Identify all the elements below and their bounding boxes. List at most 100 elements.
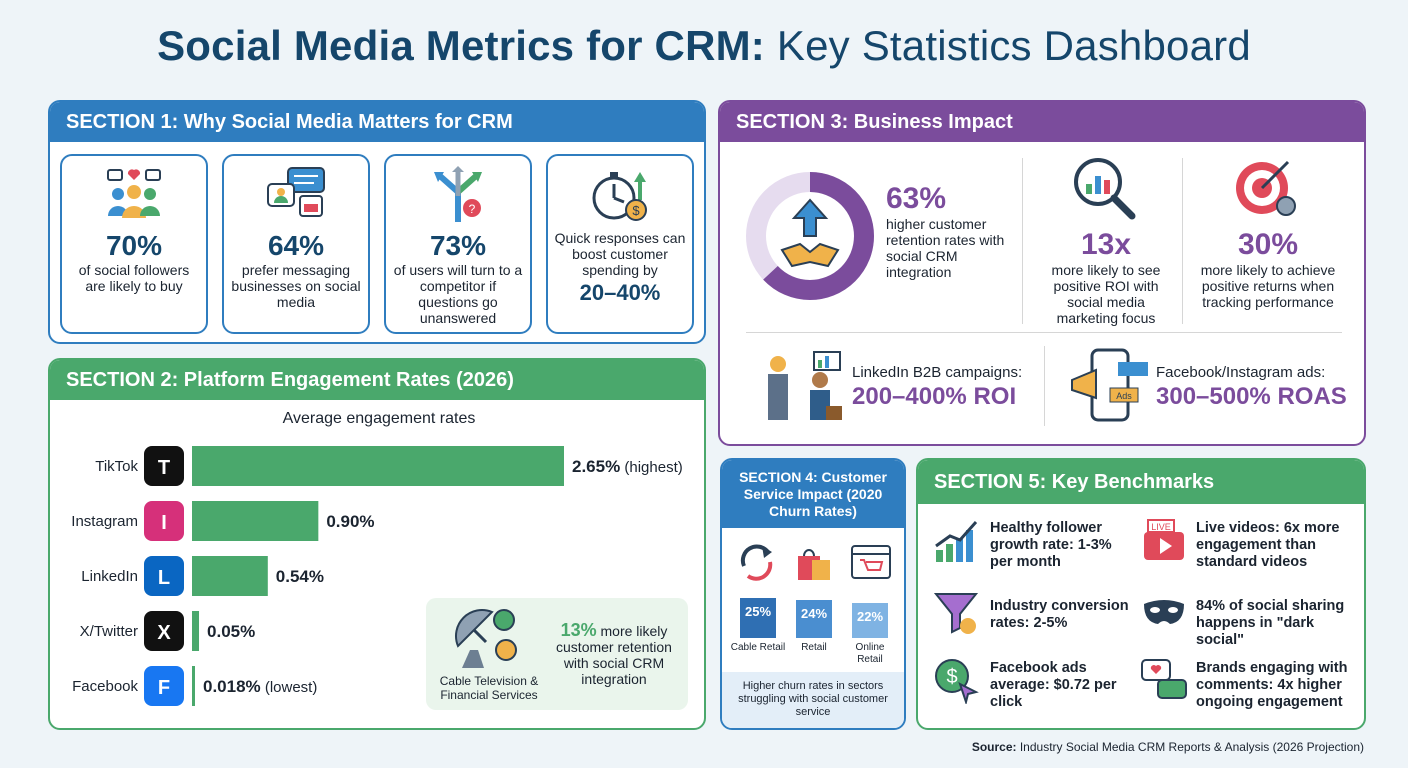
churn-bar-label: Cable Retail — [730, 642, 786, 653]
bar-value-label: 0.05% — [207, 622, 255, 641]
benchmark-conversion-rates: Industry conversion rates: 2-5% — [990, 598, 1129, 631]
stat-value: 20–40% — [579, 280, 661, 305]
callout-message: 13% more likely customer retention with … — [542, 621, 686, 687]
tracking-stat: 30% more likely to achieve positive retu… — [1190, 228, 1346, 310]
category-label: Facebook — [72, 678, 138, 695]
category-label: Instagram — [71, 513, 138, 530]
stat-value: 70% — [105, 230, 163, 261]
category-label: LinkedIn — [81, 568, 138, 585]
bar-value-label: 0.90% — [326, 512, 374, 531]
svg-text:$: $ — [632, 203, 640, 218]
stat-card-social-followers: 70% of social followers are likely to bu… — [60, 154, 208, 334]
section1-heading: SECTION 1: Why Social Media Matters for … — [50, 102, 704, 142]
social-group-icon — [102, 164, 166, 226]
bar — [192, 556, 268, 596]
stat-value: 30% — [1237, 228, 1299, 261]
shopping-bags-icon — [798, 549, 830, 580]
engagement-bar-chart: TikTok T 2.65% (highest) Instagram I 0.90% Lin… — [71, 446, 683, 706]
page-title: Social Media Metrics for CRM: Key Statis… — [0, 22, 1408, 70]
source-note: Source: Industry Social Media CRM Report… — [972, 740, 1364, 754]
linkedin-roi: LinkedIn B2B campaigns: 200–400% ROI — [852, 364, 1022, 412]
crossroads-icon: ? — [426, 164, 490, 226]
donut-value: 63% — [886, 182, 947, 215]
stopwatch-icon: $ — [588, 164, 652, 226]
platform-logo-glyph: X — [157, 622, 171, 644]
bar — [192, 611, 200, 651]
svg-text:LIVE: LIVE — [1151, 522, 1171, 532]
donut-text: higher customer retention rates with soc… — [886, 216, 1005, 280]
growth-chart-icon — [935, 521, 978, 562]
stat-value: 64% — [267, 230, 325, 261]
stat-text: more likely to see positive ROI with soc… — [1051, 262, 1161, 326]
title-light: Key Statistics Dashboard — [776, 22, 1251, 69]
category-label: TikTok — [95, 458, 138, 475]
live-video-icon: LIVE — [1144, 519, 1184, 560]
chart-subtitle: Average engagement rates — [282, 410, 476, 427]
callout-text: more likely customer retention with soci… — [556, 623, 672, 687]
phone-megaphone-icon: Ads — [1071, 348, 1148, 422]
roi-stat: 13x more likely to see positive ROI with… — [1038, 228, 1174, 326]
donut-stat: 63% higher customer retention rates with… — [886, 182, 1014, 280]
satellite-dish-icon — [455, 609, 517, 668]
benchmark-facebook-cpc: Facebook ads average: $0.72 per click — [990, 660, 1117, 710]
section5-heading: SECTION 5: Key Benchmarks — [918, 460, 1364, 504]
bar — [192, 446, 564, 486]
magnifier-chart-icon — [1074, 158, 1136, 220]
stat-text: of users will turn to a competitor if qu… — [393, 262, 523, 326]
platform-logo-icon — [144, 556, 184, 596]
business-handshake-icon — [768, 351, 842, 420]
divider — [1182, 158, 1183, 324]
benchmark-live-videos: Live videos: 6x more engagement than sta… — [1196, 520, 1340, 570]
section-why-social-media: SECTION 1: Why Social Media Matters for … — [48, 100, 706, 344]
roi-value: 300–500% ROAS — [1156, 383, 1347, 410]
callout-caption: Cable Television & Financial Services — [439, 674, 539, 702]
platform-logo-icon — [144, 501, 184, 541]
stat-text: more likely to achieve positive returns … — [1200, 262, 1336, 310]
bar-annotation: (lowest) — [261, 679, 318, 696]
bar-value-label: 0.54% — [276, 567, 324, 586]
svg-text:?: ? — [469, 202, 476, 216]
messaging-icon — [264, 164, 328, 226]
churn-bar: 25% — [740, 598, 776, 638]
source-label: Source: — [971, 740, 1017, 754]
retention-donut — [746, 172, 874, 300]
platform-logo-glyph: T — [158, 457, 170, 479]
churn-bar-label: Online Retail — [855, 642, 885, 665]
stat-value: 73% — [429, 230, 487, 261]
bar — [192, 501, 319, 541]
stat-text: of social followers are likely to buy — [78, 262, 190, 294]
stat-card-competitor: ? 73% of users will turn to a competitor… — [384, 154, 532, 334]
churn-bar: 22% — [852, 602, 888, 638]
stat-value: 13x — [1080, 228, 1132, 261]
stat-card-messaging: 64% prefer messaging businesses on socia… — [222, 154, 370, 334]
title-bold: Social Media Metrics for CRM: — [157, 22, 765, 69]
dollar-click-icon: $ — [935, 659, 979, 704]
divider — [746, 332, 1342, 333]
section3-heading: SECTION 3: Business Impact — [720, 102, 1364, 142]
bar-value-label: 2.65% (highest) — [572, 457, 683, 476]
platform-logo-glyph: L — [158, 567, 170, 589]
bar-value-label: 0.018% (lowest) — [203, 677, 317, 696]
section4-footer: Higher churn rates in sectors struggling… — [722, 672, 904, 728]
divider — [1022, 158, 1023, 324]
target-icon — [1236, 160, 1296, 216]
funnel-icon — [933, 593, 979, 634]
churn-bar: 24% — [796, 599, 832, 638]
mask-icon — [1144, 600, 1184, 624]
stat-card-quick-responses: $ Quick responses can boost customer spe… — [546, 154, 694, 334]
roi-value: 200–400% ROI — [852, 383, 1017, 410]
roi-label: Facebook/Instagram ads: — [1156, 364, 1326, 381]
section-key-benchmarks: SECTION 5: Key Benchmarks Healthy follow… — [916, 458, 1366, 730]
churn-bar-label: Retail — [801, 642, 827, 653]
platform-logo-glyph: I — [161, 512, 167, 534]
section-platform-engagement: SECTION 2: Platform Engagement Rates (20… — [48, 358, 706, 730]
divider — [1044, 346, 1045, 426]
source-text: Industry Social Media CRM Reports & Anal… — [1019, 740, 1364, 754]
category-label: X/Twitter — [80, 623, 138, 640]
chat-bubbles-icon — [1141, 659, 1187, 699]
retention-callout: Cable Television & Financial Services 13… — [426, 598, 688, 710]
benchmark-follower-growth: Healthy follower growth rate: 1-3% per m… — [990, 520, 1112, 570]
online-cart-icon — [851, 545, 891, 579]
platform-logo-icon — [144, 611, 184, 651]
section-customer-service-impact: SECTION 4: Customer Service Impact (2020… — [720, 458, 906, 730]
